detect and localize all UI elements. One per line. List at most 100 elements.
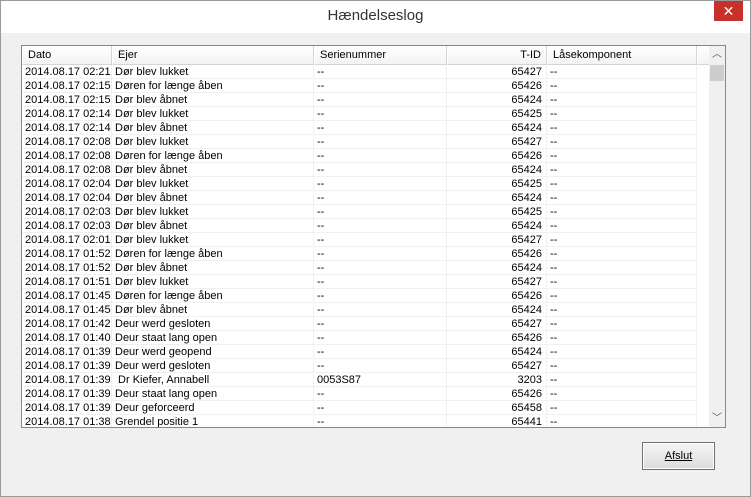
tid-cell: 65426 [447,247,547,261]
table-row[interactable]: 2014.08.17 02:03 Dør blev åbnet -- 65424 -- [22,219,710,233]
tid-cell: 3203 [447,373,547,387]
column-header-serial[interactable]: Serienummer [314,46,447,65]
tid-cell: 65426 [447,331,547,345]
date-cell: 2014.08.17 01:45 [22,289,112,303]
column-header-tid[interactable]: T-ID [447,46,547,65]
lock-component-cell: -- [547,247,697,261]
table-row[interactable]: 2014.08.17 01:52 Døren for længe åben -- 65… [22,247,710,261]
table-row[interactable]: 2014.08.17 01:45 Dør blev åbnet -- 65424 -- [22,303,710,317]
date-cell: 2014.08.17 01:39 [22,373,112,387]
vertical-scrollbar[interactable]: ︿ ﹀ [709,46,725,427]
scroll-up-icon[interactable]: ︿ [712,49,722,60]
table-row[interactable]: 2014.08.17 01:38 Grendel positie 1 -- 65441… [22,415,710,427]
table-row[interactable]: 2014.08.17 01:40 Deur staat lang open -- 65… [22,331,710,345]
serial-cell: -- [314,65,447,79]
table-row[interactable]: 2014.08.17 01:42 Deur werd gesloten -- 6542… [22,317,710,331]
owner-cell: Dr Kiefer, Annabell [112,373,314,387]
column-header-lock-component[interactable]: Låsekomponent [547,46,697,65]
table-row[interactable]: 2014.08.17 02:04 Dør blev åbnet -- 65424 -- [22,191,710,205]
tid-cell: 65424 [447,191,547,205]
tid-cell: 65425 [447,177,547,191]
scroll-thumb[interactable] [710,65,724,81]
table-row[interactable]: 2014.08.17 02:15 Dør blev åbnet -- 65424 -- [22,93,710,107]
serial-cell: -- [314,93,447,107]
lock-component-cell: -- [547,163,697,177]
lock-component-cell: -- [547,135,697,149]
lock-component-cell: -- [547,359,697,373]
tid-cell: 65424 [447,261,547,275]
tid-cell: 65426 [447,289,547,303]
date-cell: 2014.08.17 01:51 [22,275,112,289]
serial-cell: -- [314,317,447,331]
table-row[interactable]: 2014.08.17 02:21 Dør blev lukket -- 65427 -- [22,65,710,79]
table-row[interactable]: 2014.08.17 02:14 Dør blev lukket -- 65425 -- [22,107,710,121]
owner-cell: Dør blev åbnet [112,121,314,135]
tid-cell: 65424 [447,219,547,233]
serial-cell: -- [314,387,447,401]
owner-cell: Døren for længe åben [112,149,314,163]
serial-cell: -- [314,219,447,233]
serial-cell: -- [314,177,447,191]
date-cell: 2014.08.17 02:14 [22,121,112,135]
lock-component-cell: -- [547,219,697,233]
serial-cell: -- [314,275,447,289]
owner-cell: Deur geforceerd [112,401,314,415]
column-header-owner[interactable]: Ejer [112,46,314,65]
tid-cell: 65426 [447,79,547,93]
tid-cell: 65427 [447,233,547,247]
lock-component-cell: -- [547,303,697,317]
table-row[interactable]: 2014.08.17 01:39 Deur geforceerd -- 65458 -- [22,401,710,415]
close-button-label: Afslut [664,450,693,462]
close-button[interactable]: Afslut [642,442,715,470]
owner-cell: Døren for længe åben [112,247,314,261]
serial-cell: -- [314,401,447,415]
tid-cell: 65426 [447,387,547,401]
date-cell: 2014.08.17 02:21 [22,65,112,79]
serial-cell: -- [314,121,447,135]
serial-cell: -- [314,107,447,121]
tid-cell: 65426 [447,149,547,163]
table-row[interactable]: 2014.08.17 02:08 Døren for længe åben -- 65… [22,149,710,163]
table-row[interactable]: 2014.08.17 02:14 Dør blev åbnet -- 65424 -- [22,121,710,135]
table-row[interactable]: 2014.08.17 02:03 Dør blev lukket -- 65425 -- [22,205,710,219]
owner-cell: Døren for længe åben [112,79,314,93]
table-row[interactable]: 2014.08.17 01:39 Deur staat lang open -- 65… [22,387,710,401]
table-row[interactable]: 2014.08.17 01:39 Deur werd gesloten -- 6542… [22,359,710,373]
close-icon[interactable]: ✕ [714,1,743,21]
lock-component-cell: -- [547,331,697,345]
lock-component-cell: -- [547,205,697,219]
table-row[interactable]: 2014.08.17 01:51 Dør blev lukket -- 65427 -- [22,275,710,289]
table-row[interactable]: 2014.08.17 02:04 Dør blev lukket -- 65425 -- [22,177,710,191]
table-row[interactable]: 2014.08.17 02:08 Dør blev lukket -- 65427 -- [22,135,710,149]
table-row[interactable]: 2014.08.17 01:52 Dør blev åbnet -- 65424 -- [22,261,710,275]
table-row[interactable]: 2014.08.17 01:45 Døren for længe åben -- 65… [22,289,710,303]
event-list[interactable]: Dato Ejer Serienummer T-ID Låsekomponent… [21,45,726,428]
serial-cell: -- [314,247,447,261]
scroll-down-icon[interactable]: ﹀ [712,413,722,424]
lock-component-cell: -- [547,65,697,79]
table-row[interactable]: 2014.08.17 01:39 Dr Kiefer, Annabell 0053… [22,373,710,387]
date-cell: 2014.08.17 02:03 [22,205,112,219]
table-row[interactable]: 2014.08.17 02:08 Dør blev åbnet -- 65424 -- [22,163,710,177]
owner-cell: Dør blev lukket [112,107,314,121]
serial-cell: -- [314,233,447,247]
lock-component-cell: -- [547,275,697,289]
owner-cell: Deur werd gesloten [112,359,314,373]
owner-cell: Grendel positie 1 [112,415,314,427]
table-row[interactable]: 2014.08.17 01:39 Deur werd geopend -- 65424… [22,345,710,359]
owner-cell: Dør blev lukket [112,275,314,289]
owner-cell: Dør blev åbnet [112,219,314,233]
serial-cell: -- [314,345,447,359]
tid-cell: 65424 [447,303,547,317]
date-cell: 2014.08.17 02:08 [22,163,112,177]
window-title: Hændelseslog [327,7,424,24]
serial-cell: -- [314,289,447,303]
table-row[interactable]: 2014.08.17 02:15 Døren for længe åben -- 65… [22,79,710,93]
date-cell: 2014.08.17 02:14 [22,107,112,121]
lock-component-cell: -- [547,107,697,121]
tid-cell: 65424 [447,345,547,359]
title-bar: Hændelseslog ✕ [1,1,750,33]
date-cell: 2014.08.17 02:03 [22,219,112,233]
column-header-date[interactable]: Dato [22,46,112,65]
table-row[interactable]: 2014.08.17 02:01 Dør blev lukket -- 65427 -- [22,233,710,247]
